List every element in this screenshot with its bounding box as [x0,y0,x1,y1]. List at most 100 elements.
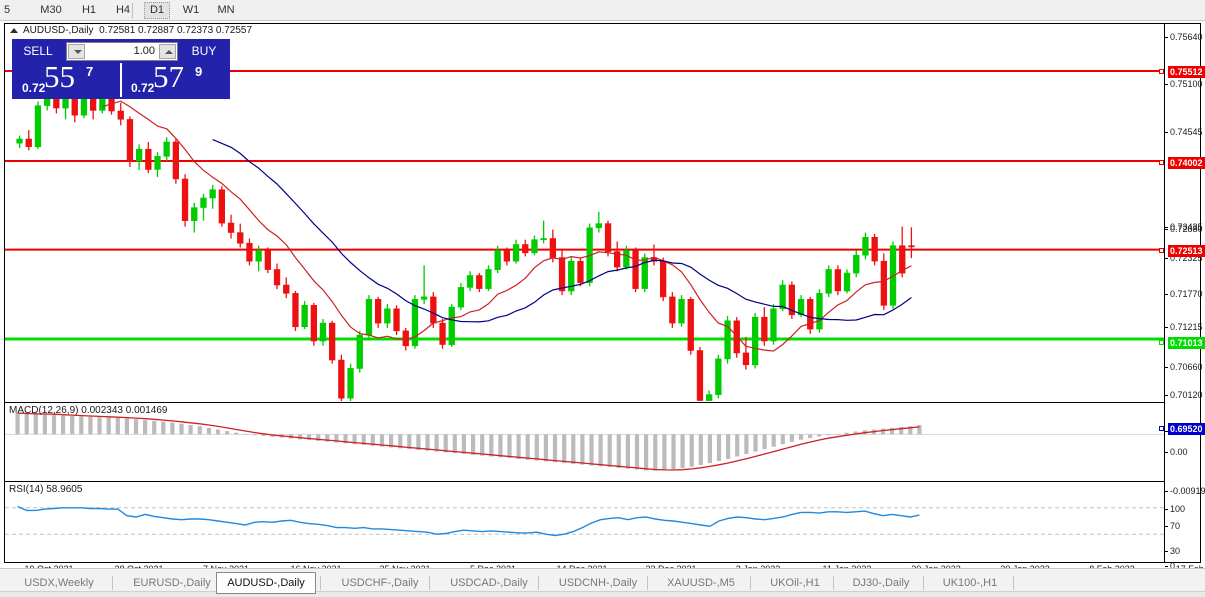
chart-ohlc: 0.72581 0.72887 0.72373 0.72557 [99,25,253,36]
collapse-arrow-icon[interactable] [10,28,18,33]
chart-symbol-period: AUDUSD-,Daily [23,25,94,36]
tab-bar-base [0,591,1205,597]
volume-value: 1.00 [133,45,155,57]
price-tick-label: 0.75100 [1170,79,1203,89]
chart-tab-usdchfdaily[interactable]: USDCHF-,Daily [341,577,419,589]
price-tick-label: 0 [1170,561,1176,571]
tab-divider [538,576,539,590]
price-level-handle[interactable] [1159,69,1164,74]
scale-tick-mark [1165,229,1168,230]
chevron-up-icon [165,50,173,54]
price-tick-label: 0.72325 [1170,253,1203,263]
scale-tick-mark [1165,395,1168,396]
timeframe-button-5[interactable]: 5 [3,4,11,16]
timeframe-button-mn[interactable]: MN [217,4,235,16]
chart-tab-xauusdm5[interactable]: XAUUSD-,M5 [667,577,735,589]
tab-divider [429,576,430,590]
sell-price-display[interactable]: 0.72 55 7 [14,59,120,97]
buy-button[interactable]: BUY [191,44,217,58]
one-click-trading-panel: SELL BUY 1.00 0.72 55 7 0.72 57 9 [12,39,230,99]
scale-tick-mark [1165,551,1168,552]
timeframe-button-h1[interactable]: H1 [81,4,97,16]
price-tick-label: 0.71215 [1170,322,1203,332]
scale-tick-mark [1165,327,1168,328]
price-level-tag[interactable]: 0.71013 [1168,337,1205,349]
volume-increase-button[interactable] [159,44,176,59]
timeframe-toolbar: 5 M30 H1 H4 D1 W1 MN [0,0,1205,21]
scale-tick-mark [1165,431,1168,432]
price-tick-label: 70 [1170,521,1181,531]
timeframe-button-w1[interactable]: W1 [182,4,200,16]
price-tick-label: 0.70660 [1170,362,1203,372]
chart-tab-uk100h1[interactable]: UK100-,H1 [942,577,998,589]
chart-tab-audusddaily[interactable]: AUDUSD-,Daily [216,572,316,594]
scale-tick-mark [1165,84,1168,85]
volume-input[interactable]: 1.00 [66,42,178,61]
scale-tick-mark [1165,367,1168,368]
buy-price-display[interactable]: 0.72 57 9 [123,59,229,97]
price-tick-label: -0.00919 [1170,486,1205,496]
macd-plot [5,412,1166,471]
tab-divider [923,576,924,590]
timeframe-button-h4[interactable]: H4 [115,4,131,16]
chart-tab-bar: USDX,Weekly EURUSD-,Daily AUDUSD-,Daily USD… [0,568,1205,597]
price-tick-label: 0.70120 [1170,390,1203,400]
tab-divider [320,576,321,590]
chart-tab-dj30daily[interactable]: DJ30-,Daily [852,577,910,589]
scale-tick-mark [1165,227,1168,228]
price-level-handle[interactable] [1159,426,1164,431]
price-level-handle[interactable] [1159,340,1164,345]
price-level-handle[interactable] [1159,248,1164,253]
buy-price-prefix: 0.72 [131,81,155,95]
quote-divider [120,63,122,97]
scale-tick-mark [1165,132,1168,133]
price-level-tag[interactable]: 0.75512 [1168,66,1205,78]
chart-tab-usdxweekly[interactable]: USDX,Weekly [24,577,94,589]
tab-divider [112,576,113,590]
scale-tick-mark [1165,491,1168,492]
scale-tick-mark [1165,566,1168,567]
price-scale[interactable]: 0.75640 0.75100 0.74545 0.73435 0.72880 0.723… [1159,24,1205,571]
macd-pane[interactable]: MACD(12,26,9) 0.002343 0.001469 [5,402,1166,480]
tab-divider [1013,576,1014,590]
sell-price-prefix: 0.72 [22,81,46,95]
buy-price-point: 9 [195,64,203,79]
price-tick-label: 0.74545 [1170,127,1203,137]
sell-price-main: 55 [44,59,75,94]
tab-divider [833,576,834,590]
chart-tab-eurusddaily[interactable]: EURUSD-,Daily [133,577,211,589]
chart-tab-usdcaddaily[interactable]: USDCAD-,Daily [450,577,528,589]
price-tick-label: 0.00 [1170,447,1188,457]
chart-title: AUDUSD-,Daily 0.72581 0.72887 0.72373 0.… [23,25,252,36]
sell-button[interactable]: SELL [23,44,53,58]
price-tick-label: 0.75640 [1170,32,1203,42]
candlestick-plot [5,70,1166,401]
price-tick-label: 0.71770 [1170,289,1203,299]
timeframe-button-m30[interactable]: M30 [40,4,62,16]
scale-tick-mark [1165,294,1168,295]
price-level-tag[interactable]: 0.74002 [1168,157,1205,169]
price-tick-label: 0.72880 [1170,224,1203,234]
chart-tab-usdcnhdaily[interactable]: USDCNH-,Daily [558,577,638,589]
scale-tick-mark [1165,37,1168,38]
chart-tab-ukoilh1[interactable]: UKOil-,H1 [770,577,820,589]
price-tick-label: 0.73435 [1170,222,1203,232]
price-tick-label: 100 [1170,504,1186,514]
chevron-down-icon [74,50,82,54]
timeframe-button-d1[interactable]: D1 [144,2,170,19]
scale-tick-mark [1165,526,1168,527]
tab-divider [750,576,751,590]
sell-price-point: 7 [86,64,94,79]
scale-tick-mark [1165,452,1168,453]
rsi-pane[interactable]: RSI(14) 58.9605 [5,481,1166,562]
scale-tick-mark [1165,509,1168,510]
toolbar-separator [132,3,133,18]
price-level-tag[interactable]: 0.72513 [1168,245,1205,257]
price-tick-label: 30 [1170,546,1181,556]
price-level-handle[interactable] [1159,160,1164,165]
volume-decrease-button[interactable] [68,44,85,59]
price-level-tag[interactable]: 0.69520 [1168,423,1205,435]
tab-divider [647,576,648,590]
buy-price-main: 57 [153,59,184,94]
